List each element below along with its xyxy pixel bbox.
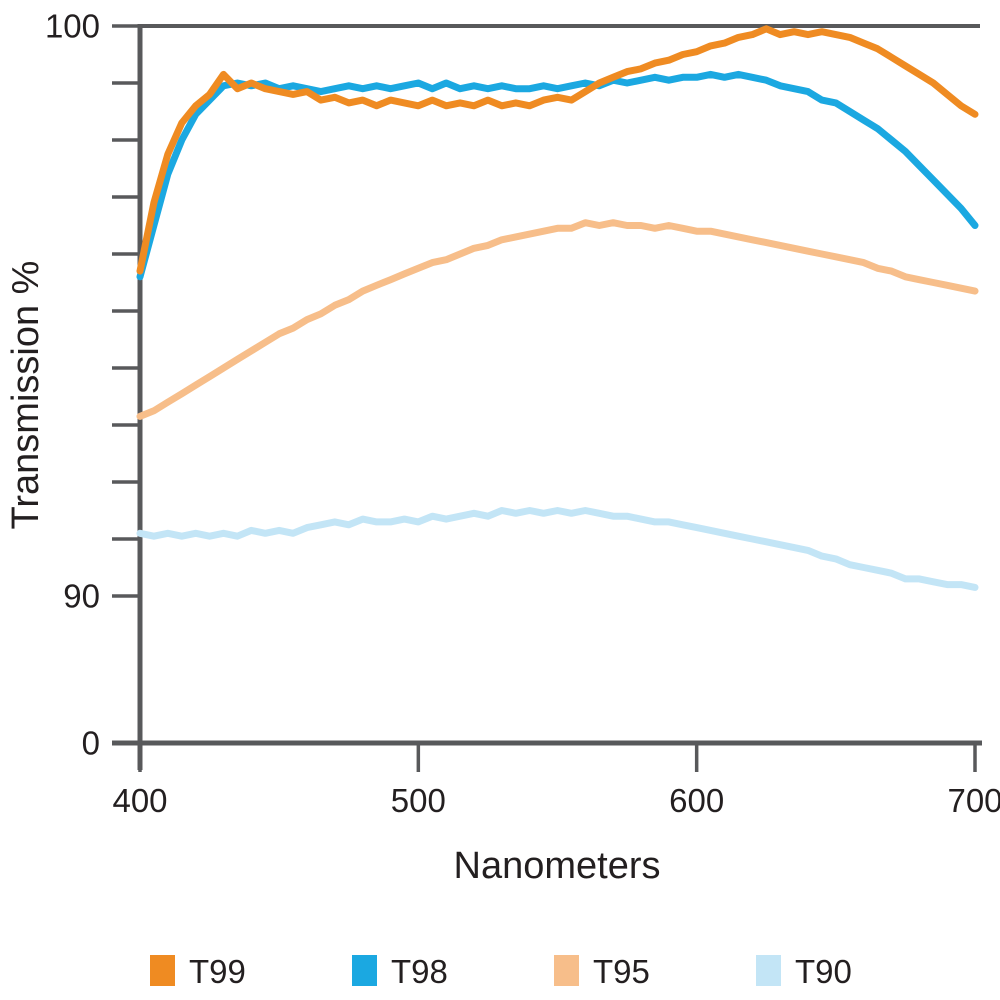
- y-axis-title: Transmission %: [5, 261, 47, 530]
- x-tick-label: 600: [669, 782, 724, 819]
- legend-item-T99: T99: [150, 953, 246, 990]
- axes: [112, 24, 982, 772]
- legend-item-T90: T90: [756, 953, 852, 990]
- series-curves: [136, 25, 979, 591]
- x-tick-label: 400: [112, 782, 167, 819]
- legend-swatch-T90: [756, 955, 781, 986]
- legend: T99 T98 T95 T90: [150, 953, 852, 990]
- tick-labels: 100 90 0 400 500 600 700: [45, 8, 1000, 820]
- legend-swatch-T99: [150, 955, 175, 986]
- legend-item-T95: T95: [554, 953, 650, 990]
- y-tick-label: 0: [82, 725, 100, 762]
- legend-label-T90: T90: [795, 953, 852, 990]
- series-line-T95: [136, 219, 979, 420]
- legend-label-T95: T95: [593, 953, 650, 990]
- y-tick-label: 100: [45, 8, 100, 45]
- series-line-T99: [136, 25, 979, 275]
- legend-item-T98: T98: [352, 953, 448, 990]
- y-tick-label: 90: [63, 578, 100, 615]
- series-line-T90: [136, 507, 979, 591]
- legend-swatch-T95: [554, 955, 579, 986]
- x-tick-label: 700: [947, 782, 1000, 819]
- legend-label-T99: T99: [189, 953, 246, 990]
- legend-swatch-T98: [352, 955, 377, 986]
- x-axis-title: Nanometers: [454, 845, 661, 887]
- x-tick-label: 500: [391, 782, 446, 819]
- legend-label-T98: T98: [391, 953, 448, 990]
- series-line-T98: [136, 70, 979, 281]
